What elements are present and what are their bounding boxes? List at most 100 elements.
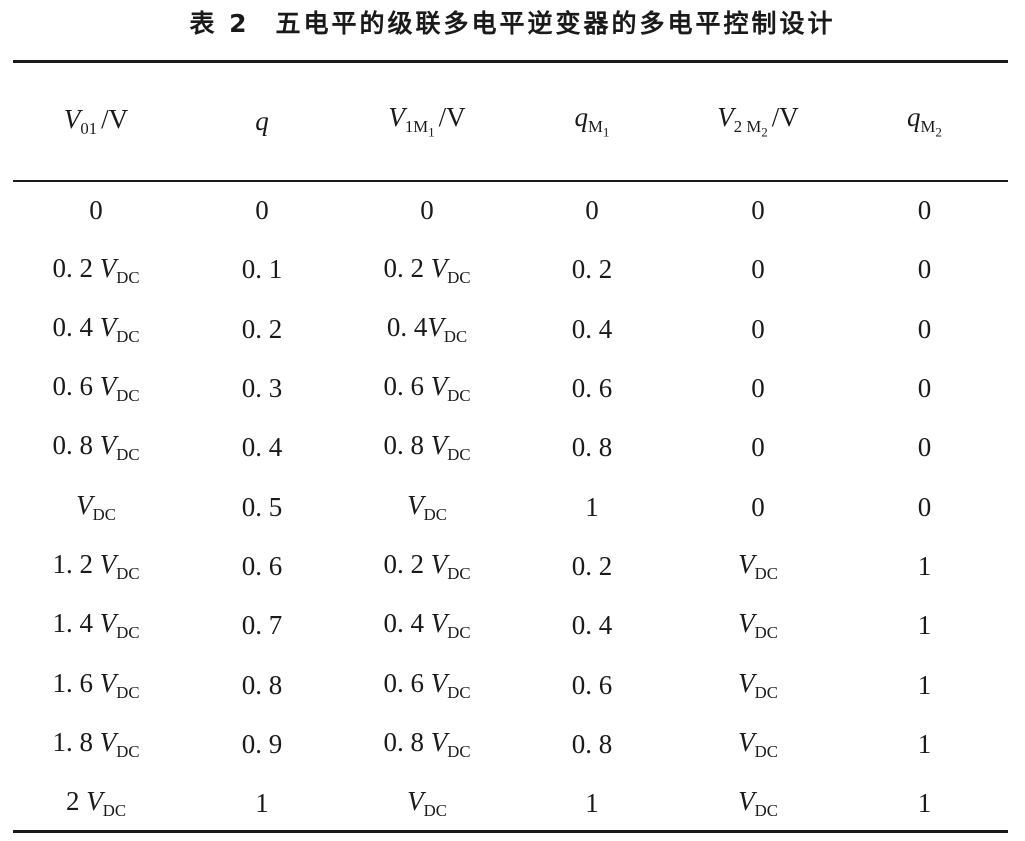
vdc-symbol: V: [407, 786, 424, 817]
header-sub-subscript: 2: [761, 124, 768, 140]
cell-number: 0. 5: [241, 491, 283, 522]
table-cell: 0. 2 VDC: [345, 240, 509, 299]
table-cell: VDC: [675, 596, 841, 655]
cell-number: 0. 6: [571, 669, 613, 700]
table-cell: 0. 8 VDC: [345, 418, 509, 477]
table-cell: 0: [675, 181, 841, 240]
cell-number: 0. 2: [571, 550, 613, 581]
table-cell: 1: [509, 774, 675, 833]
table-cell: 0. 2: [179, 300, 345, 359]
vdc-subscript: DC: [116, 385, 140, 405]
vdc-subscript: DC: [447, 445, 471, 465]
cell-number: 0: [420, 195, 434, 226]
table-cell: 0. 6: [509, 359, 675, 418]
v01-header: V01/V: [13, 63, 179, 180]
header-subscript: M1: [588, 117, 609, 140]
vdc-subscript: DC: [116, 623, 140, 643]
cell-number: 0: [751, 313, 765, 344]
cell-number: 0: [585, 195, 599, 226]
cell-number: 1. 4: [52, 608, 100, 639]
table-cell: 0. 6 VDC: [345, 655, 509, 714]
table-row: VDC 0. 5 VDC 1 0 0: [13, 477, 1008, 536]
vdc-subscript: DC: [754, 563, 778, 583]
vdc-symbol: V: [407, 489, 424, 520]
table-cell: 0. 8 VDC: [13, 418, 179, 477]
table-caption: 表 2 五电平的级联多电平逆变器的多电平控制设计: [0, 2, 1025, 46]
table-cell: VDC: [675, 537, 841, 596]
table-cell: VDC: [345, 477, 509, 536]
table-cell: 1: [841, 537, 1008, 596]
table-cell: 0: [841, 240, 1008, 299]
cell-number: 2: [66, 786, 87, 817]
vdc-symbol: V: [427, 311, 444, 342]
vdc-symbol: V: [430, 252, 448, 283]
table-cell: 0. 9: [179, 715, 345, 774]
table-cell: 0: [675, 300, 841, 359]
table-cell: 1. 2 VDC: [13, 537, 179, 596]
vdc-symbol: V: [86, 786, 103, 817]
vdc-subscript: DC: [447, 563, 471, 583]
table-body: 0 0 0 0 0 0 0. 2 VDC 0. 1 0. 2 VDC 0. 2 0 0 0. 4 VDC…: [13, 180, 1008, 833]
cell-number: 0. 2: [571, 254, 613, 285]
header-symbol: q: [255, 106, 269, 136]
cell-number: 0: [751, 254, 765, 285]
table-cell: 0: [841, 418, 1008, 477]
table-row: 0 0 0 0 0 0: [13, 181, 1008, 240]
vdc-symbol: V: [99, 252, 117, 283]
table-cell: VDC: [675, 655, 841, 714]
vdc-symbol: V: [738, 667, 755, 698]
vdc-subscript: DC: [423, 504, 447, 524]
table-cell: VDC: [675, 774, 841, 833]
cell-number: 0: [751, 491, 765, 522]
header-subscript-text: 01: [80, 118, 98, 138]
cell-number: 0. 4: [571, 610, 613, 641]
header-subscript-text: M: [920, 117, 936, 137]
vdc-symbol: V: [99, 311, 117, 342]
vdc-symbol: V: [738, 608, 755, 639]
cell-number: 1: [585, 491, 599, 522]
vdc-symbol: V: [430, 726, 448, 757]
header-symbol: V: [717, 102, 734, 133]
table-cell: 0. 7: [179, 596, 345, 655]
header-unit: /V: [438, 102, 466, 133]
header-sub-subscript: 1: [602, 124, 610, 140]
table-cell: 0: [675, 240, 841, 299]
vdc-subscript: DC: [116, 445, 140, 465]
vdc-subscript: DC: [447, 741, 471, 761]
cell-number: 0: [751, 195, 765, 226]
cell-number: 0. 2: [241, 313, 283, 344]
header-unit: /V: [771, 102, 799, 133]
header-sub-subscript: 1: [428, 124, 435, 140]
table-cell: 1. 6 VDC: [13, 655, 179, 714]
vdc-subscript: DC: [102, 801, 126, 821]
cell-number: 0. 8: [571, 432, 613, 463]
table-cell: 1: [841, 774, 1008, 833]
header-symbol: q: [907, 102, 921, 133]
vdc-subscript: DC: [116, 741, 140, 761]
header-symbol: V: [388, 102, 405, 133]
table-cell: VDC: [345, 774, 509, 833]
table-cell: 0. 4: [509, 596, 675, 655]
header-subscript: 01: [80, 119, 97, 138]
table-cell: 0. 5: [179, 477, 345, 536]
header-subscript-text: M: [588, 117, 603, 137]
table-cell: 0: [841, 300, 1008, 359]
table-cell: 0. 2: [509, 537, 675, 596]
q-header: q: [179, 63, 345, 180]
table-cell: 1. 8 VDC: [13, 715, 179, 774]
cell-number: 0. 8: [52, 430, 100, 461]
vdc-subscript: DC: [443, 326, 468, 346]
cell-number: 1: [917, 788, 932, 819]
vdc-symbol: V: [430, 549, 448, 579]
table-number: 表 2: [189, 9, 250, 38]
cell-number: 1: [255, 788, 269, 819]
table-cell: 0. 8: [509, 418, 675, 477]
table-cell: 1: [841, 596, 1008, 655]
table-cell: 0. 1: [179, 240, 345, 299]
qm1-header: qM1: [509, 63, 675, 180]
table-cell: 1: [841, 715, 1008, 774]
cell-number: 0. 8: [241, 669, 283, 700]
